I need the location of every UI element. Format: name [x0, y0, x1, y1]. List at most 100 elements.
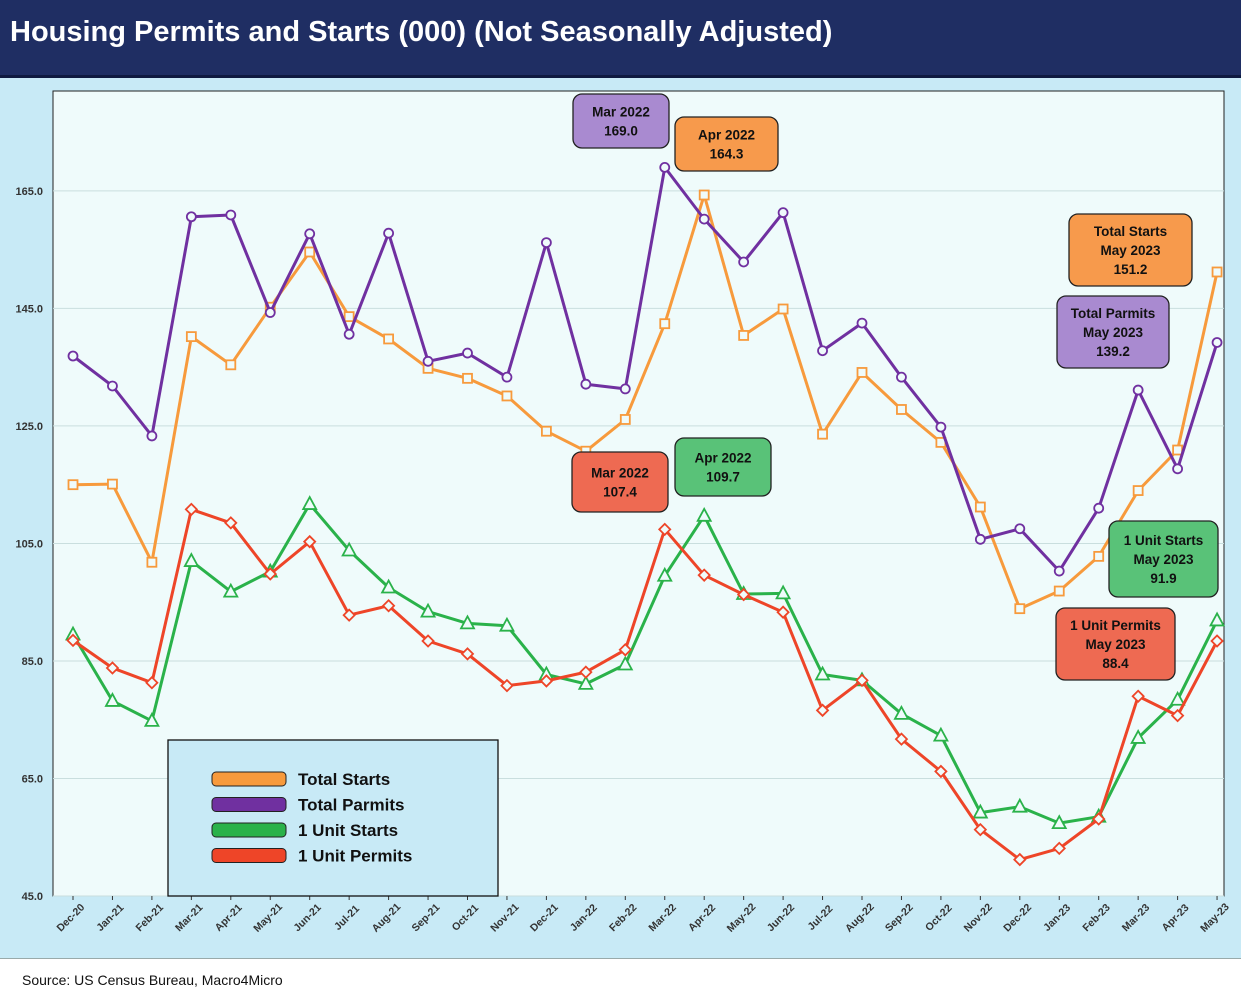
data-point — [974, 533, 986, 545]
legend-swatch — [211, 822, 287, 838]
data-point — [263, 567, 278, 581]
annotation-text: May 2023 — [1083, 325, 1144, 340]
data-point — [185, 331, 197, 343]
x-tick-label: Feb-22 — [607, 902, 640, 935]
x-tick-label: Sep-21 — [410, 901, 443, 934]
annotation-box — [572, 93, 670, 149]
data-point — [1093, 502, 1105, 514]
data-point — [1013, 852, 1027, 867]
x-tick-label: Apr-23 — [1159, 902, 1191, 934]
annotation-box — [1056, 295, 1170, 369]
data-point — [341, 541, 358, 557]
data-point — [1053, 565, 1065, 577]
data-point — [973, 822, 988, 837]
x-tick-label: Mar-22 — [646, 902, 679, 935]
data-point — [1011, 797, 1028, 813]
data-point — [146, 556, 158, 568]
annotation-text: May 2023 — [1100, 243, 1161, 258]
data-point — [462, 372, 473, 384]
annotation-text: 151.2 — [1114, 262, 1148, 277]
data-point — [420, 602, 437, 618]
data-point — [500, 678, 514, 693]
annotation-text: Total Parmits — [1071, 306, 1156, 321]
data-point — [381, 598, 396, 613]
annotation-text: Apr 2022 — [694, 451, 751, 466]
x-tick-label: May-21 — [251, 901, 285, 935]
annotation-text: 91.9 — [1150, 571, 1176, 586]
annotation-text: 164.3 — [710, 147, 744, 162]
data-point — [972, 803, 989, 819]
source-note: Source: US Census Bureau, Macro4Micro — [22, 972, 283, 988]
data-point — [104, 692, 121, 707]
data-point — [659, 161, 671, 173]
data-point — [183, 552, 200, 567]
data-point — [696, 506, 713, 522]
data-point — [225, 209, 237, 221]
data-point — [421, 634, 435, 648]
data-point — [501, 371, 513, 383]
data-point — [1210, 634, 1224, 648]
annotation-text: Total Starts — [1094, 224, 1167, 239]
data-point — [1130, 729, 1147, 744]
x-tick-label: Jan-23 — [1041, 902, 1073, 934]
annotation-text: 109.7 — [706, 470, 740, 485]
data-point — [541, 237, 552, 248]
legend-swatch — [211, 771, 287, 787]
data-point — [67, 479, 79, 491]
data-point — [222, 582, 239, 598]
legend-label: 1 Unit Permits — [298, 847, 412, 866]
annotation-box — [1068, 213, 1193, 287]
data-point — [1091, 812, 1106, 826]
data-point — [893, 704, 910, 720]
data-point — [1093, 550, 1105, 562]
data-point — [343, 328, 355, 340]
data-point — [1170, 708, 1185, 723]
data-point — [738, 330, 750, 341]
x-tick-label: Apr-22 — [686, 902, 718, 934]
annotation-text: 107.4 — [603, 485, 637, 500]
data-point — [618, 643, 633, 657]
data-point — [383, 227, 395, 239]
series-line-1-unit-permits — [72, 507, 1219, 862]
data-point — [1051, 814, 1068, 830]
data-point — [143, 712, 160, 727]
data-point — [934, 764, 948, 779]
y-tick-label: 105.0 — [15, 538, 43, 550]
x-tick-label: Mar-21 — [173, 902, 206, 935]
x-tick-label: Oct-22 — [923, 902, 955, 934]
x-tick-label: Jan-22 — [568, 902, 600, 934]
x-tick-label: Oct-21 — [450, 902, 482, 934]
data-point — [304, 246, 316, 258]
x-tick-label: Dec-22 — [1001, 901, 1034, 934]
legend-swatch — [211, 848, 287, 863]
annotation-box — [1055, 607, 1176, 681]
data-point — [935, 421, 947, 433]
series-line-total-parmits — [72, 165, 1219, 573]
title-bar: Housing Permits and Starts (000) (Not Se… — [0, 0, 1241, 78]
data-point — [697, 568, 711, 582]
data-point — [67, 350, 79, 362]
data-point — [776, 605, 790, 619]
data-point — [224, 516, 238, 530]
data-point — [738, 256, 750, 268]
data-point — [302, 534, 317, 549]
data-point — [856, 367, 868, 378]
annotation-text: Mar 2022 — [592, 105, 650, 120]
data-point — [383, 333, 395, 345]
data-point — [698, 189, 710, 201]
data-point — [264, 307, 276, 318]
annotation-text: May 2023 — [1133, 552, 1194, 567]
data-point — [736, 587, 751, 602]
annotation-text: 88.4 — [1102, 656, 1129, 671]
data-point — [1053, 585, 1065, 597]
data-point — [1211, 337, 1223, 348]
data-point — [815, 703, 830, 718]
data-point — [777, 303, 789, 315]
x-tick-label: May-22 — [725, 901, 759, 935]
x-tick-label: Aug-22 — [843, 901, 877, 935]
legend-swatch — [211, 797, 287, 812]
y-tick-label: 45.0 — [22, 891, 43, 903]
legend-label: 1 Unit Starts — [298, 821, 398, 840]
footer: Source: US Census Bureau, Macro4Micro — [0, 958, 1241, 1001]
